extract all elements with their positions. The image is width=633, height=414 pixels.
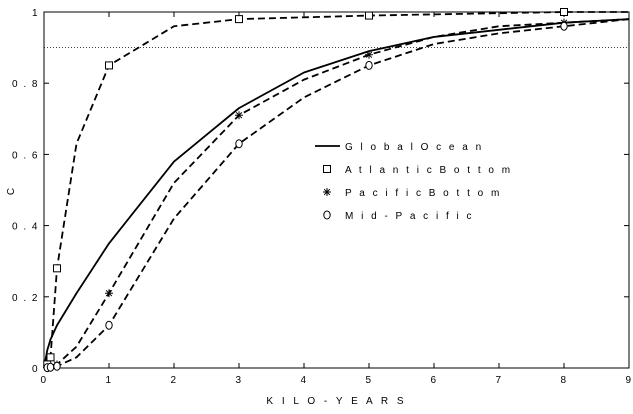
data-point-atlantic-bottom (365, 11, 373, 20)
x-tick-label: 3 (235, 375, 242, 386)
y-tick-label: 0 (32, 364, 39, 375)
x-axis-label: K I L O - Y E A R S (266, 396, 406, 407)
legend-marker (323, 165, 331, 173)
series-global-ocean (43, 18, 630, 369)
x-tick-label: 5 (365, 375, 372, 386)
legend-item-pacific-bottom: P a c i f i c B o t t o m (323, 188, 502, 199)
x-tick-label: 8 (560, 375, 567, 386)
data-point-pacific-bottom (365, 50, 373, 59)
series-line-mid-pacific (43, 18, 630, 369)
legend-label: P a c i f i c B o t t o m (345, 188, 502, 199)
legend-marker (323, 210, 331, 220)
y-tick-label: 1 (32, 8, 39, 19)
x-tick-label: 0 (40, 375, 47, 386)
data-point-atlantic-bottom (560, 8, 568, 16)
data-point-atlantic-bottom (235, 15, 243, 24)
data-point-pacific-bottom (235, 111, 243, 120)
plot-area (43, 11, 630, 369)
data-point-mid-pacific (365, 60, 373, 70)
series-mid-pacific (43, 18, 630, 373)
y-tick-label: 0 . 4 (12, 222, 39, 233)
y-tick-label: 0 . 2 (12, 293, 39, 304)
legend: G l o b a l O c e a n A t l a n t i c B o… (315, 142, 513, 222)
series-pacific-bottom (43, 18, 630, 372)
data-point-pacific-bottom (105, 289, 113, 298)
legend-item-mid-pacific: M i d - P a c i f i c (323, 210, 474, 222)
series-line-global-ocean (43, 18, 630, 369)
series-group (43, 8, 630, 373)
plot-frame (43, 11, 630, 369)
data-point-mid-pacific (53, 361, 61, 371)
series-line-pacific-bottom (43, 18, 630, 369)
y-tick-label: 0 . 6 (12, 150, 39, 161)
data-point-mid-pacific (235, 139, 243, 149)
x-tick-label: 2 (170, 375, 177, 386)
tick-labels: 0 1 2 3 4 5 6 7 8 9 0 0 . 2 0 . 4 0 . 6 0 . 8 1 (12, 8, 632, 386)
x-tick-label: 1 (105, 375, 112, 386)
data-point-mid-pacific (46, 362, 55, 372)
x-tick-label: 6 (430, 375, 437, 386)
legend-item-global-ocean: G l o b a l O c e a n (315, 142, 484, 153)
legend-label: G l o b a l O c e a n (345, 142, 484, 153)
data-point-atlantic-bottom (46, 353, 55, 362)
x-tick-label: 9 (625, 375, 632, 386)
data-point-atlantic-bottom (105, 61, 113, 70)
data-point-mid-pacific (560, 21, 568, 31)
x-tick-label: 4 (300, 375, 307, 386)
data-point-atlantic-bottom (53, 264, 61, 273)
y-axis-label: C (6, 185, 17, 195)
series-line-atlantic-bottom (43, 11, 629, 369)
legend-label: M i d - P a c i f i c (345, 211, 474, 222)
legend-item-atlantic-bottom: A t l a n t i c B o t t o m (323, 165, 513, 176)
data-point-mid-pacific (105, 320, 113, 330)
legend-label: A t l a n t i c B o t t o m (345, 165, 513, 176)
x-tick-label: 7 (495, 375, 502, 386)
legend-marker (323, 188, 331, 196)
y-tick-label: 0 . 8 (12, 79, 39, 90)
